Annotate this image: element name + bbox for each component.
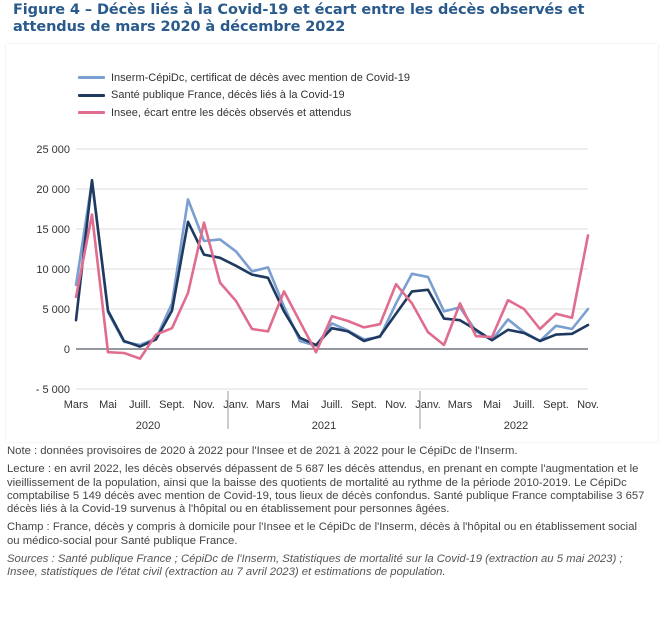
x-tick-label: Juill. (321, 399, 343, 411)
lecture-text: Lecture : en avril 2022, les décès obser… (7, 463, 645, 516)
x-tick-label: Sept. (543, 399, 569, 411)
legend-label-spf: Santé publique France, décès liés à la C… (111, 89, 345, 102)
legend-label-insee: Insee, écart entre les décès observés et… (111, 106, 352, 119)
x-tick-label: Mars (64, 399, 89, 411)
x-tick-label: Juill. (129, 399, 151, 411)
x-tick-label: Juill. (513, 399, 535, 411)
figure-title: Figure 4 – Décès liés à la Covid-19 et é… (13, 2, 585, 35)
year-label: 2020 (136, 420, 160, 432)
x-tick-label: Janv. (223, 399, 248, 411)
x-tick-label: Mars (448, 399, 473, 411)
chart-panel: Inserm-CépiDc, certificat de décès avec … (6, 44, 658, 442)
y-tick-label: 25 000 (36, 144, 70, 156)
legend-item-inserm: Inserm-CépiDc, certificat de décès avec … (78, 69, 410, 87)
y-tick-label: 20 000 (36, 184, 70, 196)
x-tick-label: Sept. (159, 399, 185, 411)
y-tick-label: - 5 000 (36, 384, 70, 396)
legend-swatch-inserm (78, 76, 105, 80)
x-tick-label: Janv. (415, 399, 440, 411)
legend-swatch-spf (78, 93, 105, 97)
x-tick-label: Nov. (385, 399, 407, 411)
bottom-fade (0, 608, 660, 623)
x-tick-label: Mai (99, 399, 117, 411)
x-tick-label: Sept. (351, 399, 377, 411)
y-tick-label: 5 000 (42, 304, 70, 316)
year-label: 2022 (504, 420, 528, 432)
x-tick-label: Mai (291, 399, 309, 411)
legend-item-spf: Santé publique France, décès liés à la C… (78, 87, 410, 105)
series-line-inserm (74, 179, 590, 348)
legend-item-insee: Insee, écart entre les décès observés et… (78, 104, 410, 122)
x-tick-label: Mai (483, 399, 501, 411)
chart-notes: Note : données provisoires de 2020 à 202… (7, 445, 652, 580)
sources-text: Sources : Santé publique France ; CépiDc… (7, 553, 623, 579)
chart-legend: Inserm-CépiDc, certificat de décès avec … (78, 69, 410, 122)
series-line-spf (74, 178, 590, 348)
y-tick-label: 10 000 (36, 264, 70, 276)
y-tick-label: 0 (64, 344, 70, 356)
year-label: 2021 (312, 420, 336, 432)
legend-label-inserm: Inserm-CépiDc, certificat de décès avec … (111, 71, 410, 84)
line-chart: 25 000 20 000 15 000 10 000 5 000 0 - 5 000 Mar… (36, 144, 599, 432)
legend-swatch-insee (78, 111, 105, 115)
note-text: Note : données provisoires de 2020 à 202… (7, 445, 518, 457)
x-tick-label: Mars (256, 399, 281, 411)
champ-text: Champ : France, décès y compris à domici… (7, 521, 637, 547)
series-line-insee (74, 213, 590, 360)
y-tick-label: 15 000 (36, 224, 70, 236)
x-tick-label: Nov. (193, 399, 215, 411)
x-tick-label: Nov. (577, 399, 599, 411)
